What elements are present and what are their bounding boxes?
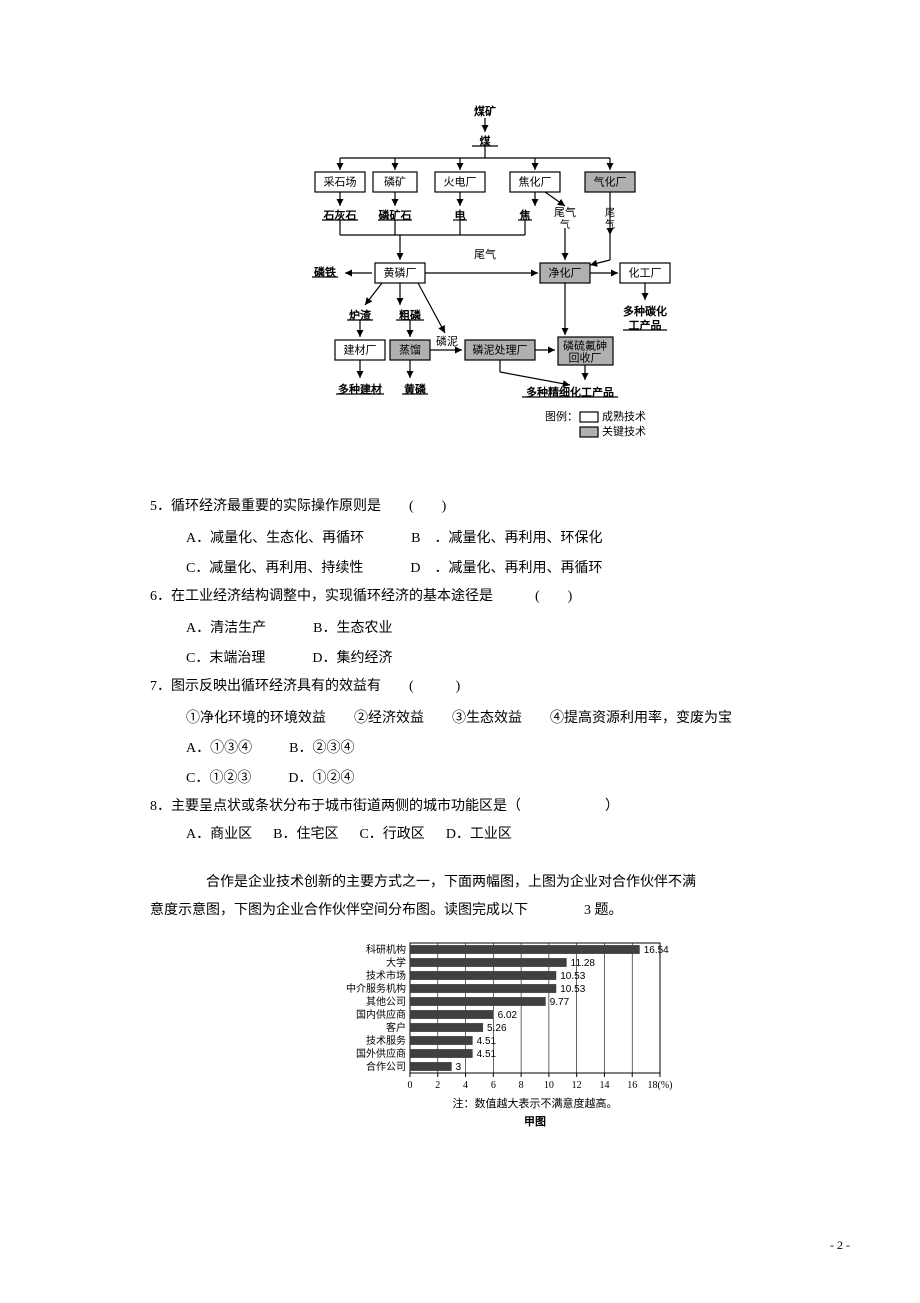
q7-text: 7．图示反映出循环经济具有的效益有 ( ) bbox=[150, 679, 460, 694]
svg-text:10.53: 10.53 bbox=[560, 971, 585, 982]
node-recovery1: 磷硫氟砷 bbox=[563, 339, 607, 353]
q5-opt-d: D ．减量化、再利用、再循环 bbox=[410, 561, 602, 576]
svg-text:技术服务: 技术服务 bbox=[366, 1034, 406, 1047]
q7-opt-c: C．①②③ bbox=[186, 771, 251, 786]
q8-options: A．商业区 B．住宅区 C．行政区 D．工业区 bbox=[186, 821, 770, 849]
svg-text:气: 气 bbox=[605, 218, 615, 231]
node-recovery2: 回收厂 bbox=[569, 351, 602, 365]
q6-text: 6．在工业经济结构调整中，实现循环经济的基本途径是 ( ) bbox=[150, 589, 572, 604]
node-quarry: 采石场 bbox=[324, 175, 357, 189]
dissatisfaction-bar-chart: 科研机构 16.54 大学 11.28 技术市场 10.53 中介服务机构 10.53 其他公司… bbox=[330, 935, 770, 1150]
svg-text:0: 0 bbox=[408, 1080, 413, 1091]
node-chem: 化工厂 bbox=[629, 266, 662, 280]
svg-text:技术市场: 技术市场 bbox=[366, 969, 406, 982]
q6-opt-d: D．集约经济 bbox=[312, 651, 392, 666]
question-8: 8．主要呈点状或条状分布于城市街道两侧的城市功能区是（ ） bbox=[150, 795, 770, 819]
page-number: - 2 - bbox=[830, 1238, 850, 1253]
q6-options: A．清洁生产 B．生态农业 C．末端治理 D．集约经济 bbox=[186, 615, 770, 673]
svg-text:16: 16 bbox=[627, 1080, 637, 1091]
node-buildmat: 建材厂 bbox=[344, 343, 377, 357]
q7-items: ①净化环境的环境效益 ②经济效益 ③生态效益 ④提高资源利用率，变废为宝 bbox=[186, 711, 732, 726]
svg-text:甲图: 甲图 bbox=[524, 1115, 546, 1128]
node-sludgeproc: 磷泥处理厂 bbox=[473, 344, 528, 357]
q7-opt-a: A．①③④ bbox=[186, 741, 252, 756]
svg-text:11.28: 11.28 bbox=[571, 958, 596, 969]
q7-opt-b: B．②③④ bbox=[289, 741, 354, 756]
label-sludge: 磷泥 bbox=[436, 335, 458, 348]
svg-text:10: 10 bbox=[544, 1080, 554, 1091]
svg-text:6: 6 bbox=[491, 1080, 496, 1091]
q5-opt-a: A．减量化、生态化、再循环 bbox=[186, 531, 364, 546]
svg-text:9.77: 9.77 bbox=[550, 997, 570, 1008]
svg-text:4: 4 bbox=[463, 1080, 468, 1091]
node-gas: 气化厂 bbox=[594, 175, 627, 189]
svg-text:12: 12 bbox=[572, 1080, 582, 1091]
node-carbon1: 多种碳化 bbox=[623, 304, 667, 318]
node-pmine: 磷矿 bbox=[384, 176, 406, 189]
label-tailgas3: 尾气 bbox=[474, 247, 496, 261]
svg-text:4.51: 4.51 bbox=[477, 1049, 497, 1060]
node-mine: 煤矿 bbox=[474, 104, 496, 118]
svg-text:6.02: 6.02 bbox=[498, 1010, 518, 1021]
legend-title: 图例： bbox=[545, 409, 578, 423]
q6-opt-b: B．生态农业 bbox=[313, 621, 392, 636]
svg-text:8: 8 bbox=[519, 1080, 524, 1091]
svg-text:16.54: 16.54 bbox=[644, 945, 669, 956]
passage: 合作是企业技术创新的主要方式之一，下面两幅图，上图为企业对合作伙伴不满 意度示意… bbox=[150, 869, 770, 925]
q8-opt-d: D．工业区 bbox=[446, 827, 512, 842]
question-6: 6．在工业经济结构调整中，实现循环经济的基本途径是 ( ) bbox=[150, 585, 770, 609]
q5-options: A．减量化、生态化、再循环 B ．减量化、再利用、环保化 C．减量化、再利用、持… bbox=[186, 525, 770, 583]
q8-opt-b: B．住宅区 bbox=[273, 827, 338, 842]
svg-text:科研机构: 科研机构 bbox=[366, 943, 406, 956]
svg-text:注：数值越大表示不满意度越高。: 注：数值越大表示不满意度越高。 bbox=[453, 1096, 618, 1110]
svg-text:14: 14 bbox=[599, 1080, 609, 1091]
svg-text:中介服务机构: 中介服务机构 bbox=[346, 982, 406, 995]
q8-opt-a: A．商业区 bbox=[186, 827, 252, 842]
node-power: 火电厂 bbox=[444, 176, 477, 189]
svg-text:国内供应商: 国内供应商 bbox=[356, 1008, 406, 1021]
svg-text:大学: 大学 bbox=[386, 956, 406, 969]
node-distill: 蒸馏 bbox=[399, 343, 421, 357]
legend-key: 关键技术 bbox=[602, 424, 646, 438]
svg-text:10.53: 10.53 bbox=[560, 984, 585, 995]
q7-options: ①净化环境的环境效益 ②经济效益 ③生态效益 ④提高资源利用率，变废为宝 A．①… bbox=[186, 705, 770, 793]
svg-text:18(%): 18(%) bbox=[648, 1080, 673, 1091]
passage-line2: 意度示意图，下图为企业合作伙伴空间分布图。读图完成以下 3 题。 bbox=[150, 897, 770, 925]
q6-opt-a: A．清洁生产 bbox=[186, 621, 266, 636]
circular-economy-flowchart: 煤矿 煤 采石场 磷矿 火电厂 焦化厂 气化厂 bbox=[270, 100, 770, 465]
svg-text:4.51: 4.51 bbox=[477, 1036, 497, 1047]
q7-opt-d: D．①②④ bbox=[288, 771, 354, 786]
label-tailgas1: 尾气 bbox=[554, 205, 576, 219]
svg-text:5.26: 5.26 bbox=[487, 1023, 507, 1034]
legend-mature: 成熟技术 bbox=[602, 409, 646, 423]
q5-text: 5．循环经济最重要的实际操作原则是 ( ) bbox=[150, 499, 446, 514]
node-coke: 焦化厂 bbox=[519, 175, 552, 189]
svg-text:2: 2 bbox=[435, 1080, 440, 1091]
q8-text: 8．主要呈点状或条状分布于城市街道两侧的城市功能区是（ ） bbox=[150, 799, 619, 814]
q6-opt-c: C．末端治理 bbox=[186, 651, 265, 666]
svg-text:合作公司: 合作公司 bbox=[366, 1060, 406, 1073]
svg-text:3: 3 bbox=[456, 1062, 462, 1073]
q8-opt-c: C．行政区 bbox=[359, 827, 424, 842]
node-purify: 净化厂 bbox=[549, 266, 582, 280]
svg-text:客户: 客户 bbox=[386, 1021, 406, 1034]
q5-opt-b: B ．减量化、再利用、环保化 bbox=[411, 531, 602, 546]
svg-text:尾: 尾 bbox=[605, 207, 615, 219]
svg-text:其他公司: 其他公司 bbox=[366, 995, 406, 1008]
passage-line1: 合作是企业技术创新的主要方式之一，下面两幅图，上图为企业对合作伙伴不满 bbox=[150, 869, 770, 897]
node-yellowp: 黄磷厂 bbox=[384, 266, 417, 280]
question-7: 7．图示反映出循环经济具有的效益有 ( ) bbox=[150, 675, 770, 699]
svg-text:国外供应商: 国外供应商 bbox=[356, 1047, 406, 1060]
q5-opt-c: C．减量化、再利用、持续性 bbox=[186, 561, 363, 576]
question-5: 5．循环经济最重要的实际操作原则是 ( ) bbox=[150, 495, 770, 519]
